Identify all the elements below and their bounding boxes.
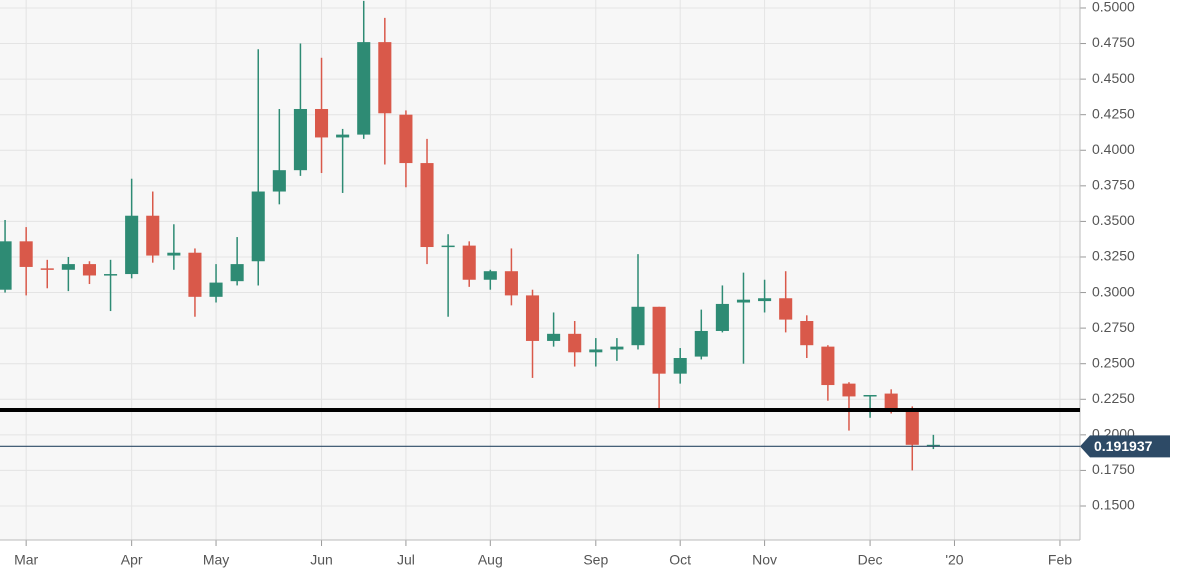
candle-body (779, 298, 793, 320)
candle-body (504, 271, 518, 296)
candle-body (652, 306, 666, 374)
y-tick-label: 0.2500 (1092, 354, 1135, 370)
candle-body (230, 264, 244, 282)
y-tick-label: 0.2750 (1092, 319, 1135, 335)
candle-body (146, 215, 160, 256)
y-tick-label: 0.5000 (1092, 0, 1135, 15)
candle-body (336, 134, 350, 138)
candle-body (863, 395, 877, 397)
candle-body (905, 410, 919, 445)
candle-body (61, 264, 75, 270)
candle-body (378, 42, 392, 114)
candle-body (736, 299, 751, 303)
candle-body (884, 393, 898, 411)
plot-background (0, 0, 1080, 540)
candle-body (715, 303, 729, 331)
y-tick-label: 0.4750 (1092, 34, 1135, 50)
candle-body (610, 346, 624, 350)
candle-body (821, 346, 835, 386)
candle-body (399, 114, 413, 164)
candle-body (272, 170, 286, 192)
y-tick-label: 0.3750 (1092, 177, 1135, 193)
candle-body (568, 333, 582, 353)
x-tick-label: Sep (583, 552, 608, 568)
candle-body (758, 298, 772, 302)
candle-body (209, 282, 223, 297)
y-tick-label: 0.2250 (1092, 390, 1135, 406)
candle-body (800, 321, 814, 346)
y-tick-label: 0.3250 (1092, 248, 1135, 264)
x-tick-label: Nov (752, 552, 777, 568)
candle-body (293, 108, 307, 171)
x-tick-label: Oct (669, 552, 691, 568)
candle-body (547, 333, 561, 341)
x-tick-label: Dec (858, 552, 883, 568)
x-tick-label: Mar (14, 552, 38, 568)
x-tick-label: '20 (945, 552, 963, 568)
candle-body (104, 274, 118, 276)
x-tick-label: Jun (310, 552, 333, 568)
x-tick-label: May (203, 552, 229, 568)
candle-body (19, 241, 33, 267)
y-tick-label: 0.3000 (1092, 283, 1135, 299)
y-tick-label: 0.4500 (1092, 70, 1135, 86)
candle-body (0, 241, 12, 290)
y-tick-label: 0.3500 (1092, 212, 1135, 228)
candle-body (525, 295, 540, 341)
candle-body (673, 358, 687, 374)
x-tick-label: Apr (121, 552, 143, 568)
candle-body (420, 163, 434, 248)
x-tick-label: Aug (478, 552, 503, 568)
candle-body (441, 245, 455, 248)
candle-body (462, 245, 476, 280)
candle-body (167, 252, 181, 256)
candle-body (188, 252, 202, 297)
candle-body (40, 268, 54, 270)
y-tick-label: 0.1500 (1092, 497, 1135, 513)
candle-body (314, 108, 329, 138)
candle-body (842, 383, 856, 397)
candle-body (694, 330, 708, 357)
candle-body (82, 264, 96, 276)
last-price-label: 0.191937 (1094, 438, 1153, 454)
candle-body (926, 444, 940, 447)
candle-body (251, 191, 265, 262)
y-tick-label: 0.4000 (1092, 141, 1135, 157)
last-price-tag (1080, 435, 1170, 458)
x-tick-label: Jul (397, 552, 415, 568)
y-tick-label: 0.4250 (1092, 105, 1135, 121)
candle-body (631, 306, 645, 346)
candle-body (589, 349, 603, 353)
candle-body (483, 271, 497, 280)
candle-body (357, 42, 371, 135)
x-tick-label: Feb (1048, 552, 1072, 568)
candle-body (125, 215, 139, 275)
y-tick-label: 0.1750 (1092, 461, 1135, 477)
